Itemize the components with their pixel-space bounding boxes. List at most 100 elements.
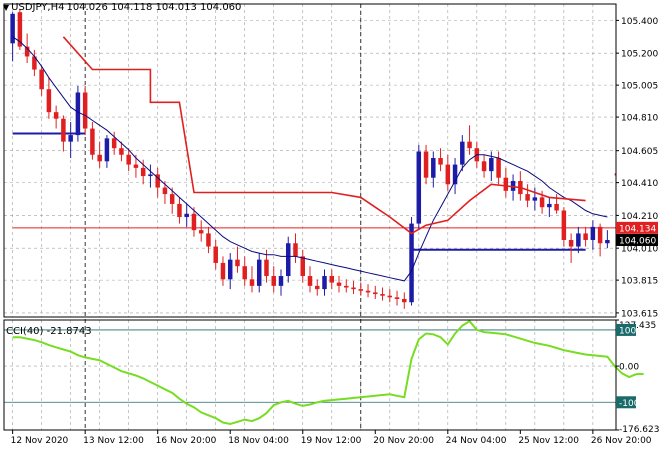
candle — [53, 105, 59, 129]
candle-body — [489, 158, 494, 172]
candle-body — [148, 174, 153, 177]
candle-body — [285, 243, 291, 277]
candle-body — [119, 148, 124, 155]
candle-body — [82, 92, 88, 129]
candle-body — [97, 154, 102, 162]
candle — [445, 154, 451, 191]
price-tick-label: 105.005 — [621, 82, 658, 92]
candle-body — [191, 213, 197, 231]
candle — [90, 121, 95, 160]
candle-body — [198, 230, 204, 234]
ohlc-readout: 104.026 104.118 104.013 104.060 — [66, 2, 242, 13]
candle-body — [46, 89, 52, 113]
time-tick-label: 20 Nov 20:00 — [373, 436, 434, 446]
candle-body — [155, 174, 160, 188]
time-tick-label: 19 Nov 12:00 — [301, 436, 362, 446]
candle — [148, 164, 153, 188]
cci-line — [12, 319, 644, 426]
triangle-down-icon[interactable]: ▼ — [3, 3, 10, 12]
price-tick-label: 104.810 — [621, 114, 658, 124]
candle-body — [351, 287, 356, 290]
candle — [126, 148, 131, 172]
candle — [358, 282, 364, 296]
candle-body — [271, 276, 276, 286]
candle — [293, 233, 298, 263]
candle-body — [438, 158, 443, 165]
candle — [315, 279, 320, 296]
candle-body — [177, 203, 182, 218]
candle — [61, 115, 66, 152]
candle — [605, 230, 610, 249]
cci-title: CCI(40) -21.8743 — [6, 326, 92, 337]
time-tick-label: 25 Nov 12:00 — [518, 436, 579, 446]
time-tick-label: 18 Nov 04:00 — [228, 436, 289, 446]
candle — [590, 220, 596, 250]
candle — [467, 125, 472, 155]
candle-body — [365, 290, 371, 293]
candle — [329, 269, 335, 290]
candle — [256, 253, 262, 293]
candle — [191, 207, 197, 237]
candle — [169, 187, 175, 214]
candle-body — [24, 46, 30, 57]
candle-body — [315, 285, 320, 290]
candle-body — [423, 151, 429, 178]
candle — [460, 135, 465, 172]
price-tick-label: 104.605 — [621, 147, 658, 157]
candle-body — [481, 161, 487, 172]
candle — [39, 66, 44, 96]
time-tick-label: 16 Nov 20:00 — [156, 436, 217, 446]
candle-body — [358, 289, 364, 291]
candle-body — [597, 226, 603, 244]
cci-level-tag — [616, 396, 636, 409]
candle-body — [227, 259, 233, 280]
cci-level-tag — [616, 323, 636, 336]
candle — [503, 167, 509, 198]
candle-body — [532, 197, 538, 201]
candle-body — [402, 298, 407, 303]
candle-body — [184, 213, 189, 218]
candle — [438, 148, 443, 172]
candle — [380, 287, 385, 301]
price-tick-label: 104.410 — [621, 179, 658, 189]
candle — [206, 226, 211, 254]
candle — [409, 217, 414, 306]
candle — [119, 141, 124, 162]
candle-body — [242, 266, 247, 280]
candle — [416, 144, 422, 231]
candle-body — [539, 197, 545, 208]
candle-body — [300, 256, 305, 277]
moving-average-line — [12, 36, 608, 282]
candle — [344, 279, 349, 293]
candle-body — [409, 223, 414, 303]
candle-body — [169, 194, 175, 204]
resistance-price-label: 104.134 — [619, 224, 656, 234]
candle — [561, 207, 567, 247]
candle — [278, 269, 284, 296]
candle-body — [162, 187, 168, 195]
candle-body — [547, 203, 552, 208]
candle-body — [39, 69, 44, 90]
candle — [177, 197, 182, 224]
candle — [402, 292, 407, 309]
candle-body — [104, 138, 110, 162]
candle — [351, 280, 356, 295]
resistance-price-tag — [616, 221, 658, 234]
candle-body — [53, 112, 59, 119]
candle-body — [561, 210, 567, 240]
candle — [365, 284, 371, 298]
candle-body — [568, 239, 574, 247]
candle-body — [431, 158, 436, 178]
candle-body — [452, 164, 458, 185]
candle — [307, 266, 313, 293]
candle — [242, 256, 247, 286]
candle — [235, 246, 240, 273]
candle-body — [329, 276, 335, 283]
candle-body — [213, 246, 218, 263]
candle — [300, 249, 305, 283]
candle-body — [307, 276, 313, 286]
candle-body — [344, 285, 349, 288]
candle — [394, 290, 400, 306]
candle-body — [496, 158, 501, 178]
